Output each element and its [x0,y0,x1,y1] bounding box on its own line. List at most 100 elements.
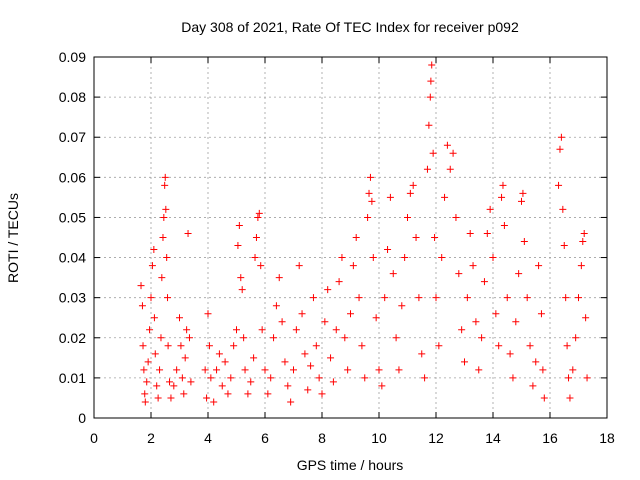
data-point [204,310,212,318]
data-point [461,358,468,366]
data-point [443,141,451,149]
data-point [235,221,243,229]
data-point [438,254,446,262]
data-point [284,382,292,390]
data-point [215,350,223,358]
data-point [153,382,161,390]
data-point [483,229,491,237]
data-point [415,294,423,302]
data-point [207,374,215,382]
data-point [349,262,357,270]
data-point [539,366,547,374]
data-point [158,274,166,282]
data-point [203,394,211,402]
data-point [167,394,175,402]
x-tick-label: 0 [90,430,98,446]
data-point [421,374,429,382]
x-tick-label: 18 [599,430,615,446]
data-point [233,326,240,334]
data-point [292,326,300,334]
x-tick-label: 4 [204,430,212,446]
data-point [161,173,169,181]
data-point [234,242,242,250]
x-tick-label: 2 [147,430,155,446]
data-point [227,374,235,382]
data-point [298,310,306,318]
data-point [341,334,349,342]
data-point [218,382,226,390]
y-tick-label: 0.03 [59,290,86,306]
data-point [137,282,145,290]
data-point [386,193,394,201]
data-point [238,286,246,294]
data-point [347,310,354,318]
data-point [210,398,218,406]
y-tick-label: 0.05 [59,209,86,225]
data-point [384,246,392,254]
data-point [332,326,340,334]
data-point [247,378,255,386]
data-point [580,229,588,237]
x-tick-label: 6 [261,430,269,446]
data-point [151,350,159,358]
data-point [480,278,488,286]
data-point [563,342,571,350]
data-point [492,310,500,318]
data-point [144,358,152,366]
y-tick-label: 0.01 [59,370,86,386]
data-point [213,366,221,374]
data-point [261,366,269,374]
data-point [180,390,188,398]
data-point [428,61,436,69]
data-point [395,366,403,374]
data-point [446,165,454,173]
data-point [170,382,178,390]
data-point [441,193,449,201]
data-point [184,229,192,237]
data-point [427,77,435,85]
data-point [338,254,346,262]
data-point [469,262,477,270]
data-point [463,294,471,302]
data-point [378,382,386,390]
data-point [556,145,564,153]
data-point [162,205,170,213]
data-point [455,270,463,278]
data-point [327,354,335,362]
data-point [244,390,252,398]
data-point [368,197,376,205]
data-point [499,181,507,189]
data-point [138,302,146,310]
data-point [582,314,590,322]
data-point [187,378,195,386]
data-point [565,374,573,382]
data-point [355,294,363,302]
data-point [140,366,148,374]
x-axis-label: GPS time / hours [297,457,404,473]
data-point [173,366,181,374]
data-point [164,342,172,350]
data-point [181,354,189,362]
data-point [500,221,508,229]
data-point [381,294,389,302]
data-point [566,394,574,402]
data-point [361,374,369,382]
data-point [518,197,525,205]
data-point [250,354,258,362]
data-point [375,366,383,374]
x-tick-label: 16 [542,430,558,446]
data-point [466,229,474,237]
data-point [205,342,213,350]
data-point [201,366,209,374]
data-point [141,398,149,406]
data-point [529,382,537,390]
data-point [252,234,260,241]
y-tick-label: 0.07 [59,129,86,145]
y-axis-label: ROTI / TECUs [5,193,21,283]
x-tick-label: 10 [371,430,387,446]
data-point [176,314,183,322]
data-point [389,270,397,278]
data-point [401,254,409,262]
data-point [270,334,278,342]
